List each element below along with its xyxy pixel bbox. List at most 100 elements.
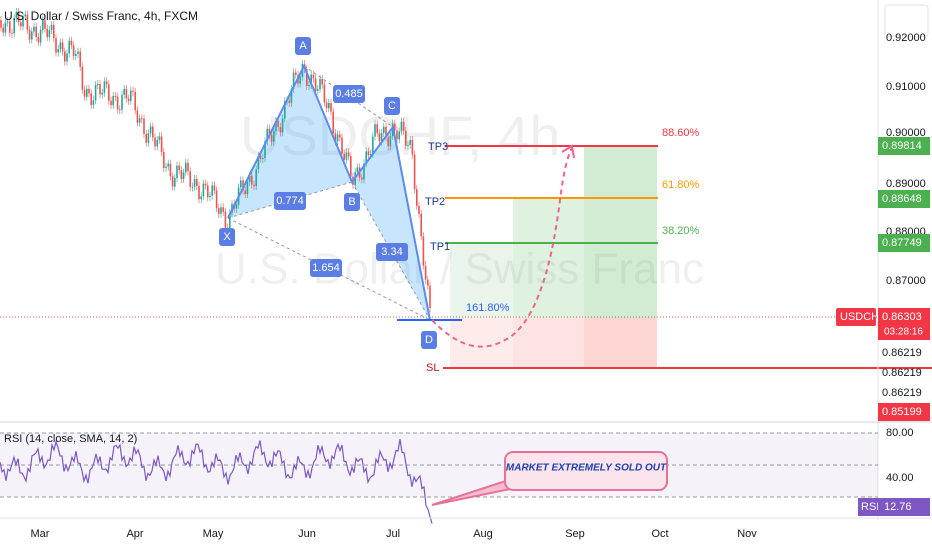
candle [413,154,416,190]
candle [242,180,244,191]
candle [158,136,161,140]
candle [90,93,92,105]
rsi-line [0,438,433,524]
tp-label: TP2 [425,196,445,208]
candle [57,49,59,53]
projection [431,147,573,348]
candle [125,89,128,99]
candle [116,96,119,110]
candle [418,205,420,214]
candle [319,78,321,90]
pattern-line [227,63,431,321]
stop-tag [878,403,930,421]
candle [72,45,75,56]
candle [108,84,110,101]
sl-zone [450,318,513,368]
rsi-tag [858,498,878,516]
candle [127,98,130,101]
candle [427,279,429,286]
candle [105,81,108,85]
pattern-label-box [384,97,400,115]
candle [372,136,374,154]
candle [411,139,414,155]
sl-zone [584,318,657,368]
candle [262,158,264,160]
candle [149,126,152,134]
pattern-label-box [344,193,360,211]
candle [345,152,348,160]
candle [6,21,9,23]
candle [39,29,42,43]
pattern-label-box [376,243,408,261]
pattern-label: C [388,100,396,112]
price-level: 0.86219 [882,367,922,379]
candle [394,123,396,131]
candle [277,121,279,128]
candle [24,14,26,17]
candle [176,165,178,179]
candle [314,78,317,91]
candle [68,40,70,54]
candle [132,90,134,92]
candle [259,155,262,159]
candle [46,28,48,38]
candle [317,89,319,91]
pattern-label-box [333,85,365,103]
candle [213,185,216,191]
scale-button[interactable] [884,4,929,37]
candle [13,18,15,34]
candle [240,180,242,188]
candle [251,175,253,185]
candle [15,12,18,19]
candle [66,53,68,62]
candle [323,84,326,103]
candle [88,88,90,94]
countdown: 03:28:16 [884,327,923,338]
month-label: Apr [126,528,143,540]
month-label: Jul [386,528,400,540]
candle [187,162,189,172]
candle [407,144,409,146]
month-label: May [203,528,224,540]
tp-label: TP1 [430,241,450,253]
candle [288,100,290,103]
sl-zone [513,318,584,368]
candle [154,137,156,147]
fib-label: 88.60% [662,127,700,139]
candle [55,38,57,53]
fib-label: 61.80% [662,179,700,191]
chart-title: U.S. Dollar / Swiss Franc, 4h, FXCM [4,9,198,23]
candle [330,102,332,112]
tp-zone [584,146,657,318]
candle [376,124,378,134]
candle [185,162,187,173]
candle [44,20,46,29]
candle [255,169,257,187]
month-label: Aug [473,528,493,540]
month-label: Mar [31,528,50,540]
callout [504,451,668,491]
symbol-tag [836,308,876,326]
candle [61,42,64,52]
candle [136,110,139,123]
candle [37,37,40,43]
price-tick: 0.90000 [886,127,926,139]
candle [328,102,330,109]
candle [59,42,62,50]
tp-zone [450,243,513,318]
candle [81,66,84,90]
candle [341,137,343,154]
candle [290,88,293,103]
candle [389,135,392,147]
rsi-title: RSI (14, close, SMA, 14, 2) [4,433,137,445]
candle [295,72,297,75]
symbol: USDCHF [840,311,886,323]
target-tag [878,234,930,252]
candle [0,20,2,28]
current-price: 0.86303 [882,311,922,323]
pattern-label: D [425,334,433,346]
candle [134,91,136,111]
candle [299,76,301,84]
candle [334,133,337,142]
candle [48,29,51,38]
